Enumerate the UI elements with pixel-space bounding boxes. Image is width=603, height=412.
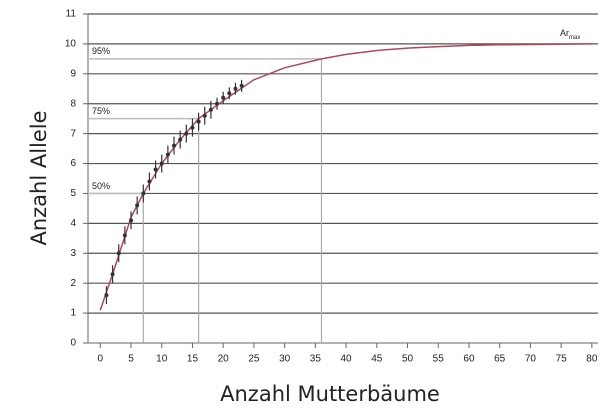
data-point (165, 152, 170, 157)
x-tick-label: 45 (371, 354, 383, 365)
x-tick-label: 50 (402, 354, 414, 365)
y-tick-label: 8 (70, 98, 76, 109)
data-point (172, 143, 177, 148)
fit-curve (99, 43, 592, 311)
data-point (233, 86, 238, 91)
data-point (239, 83, 244, 88)
x-tick-label: 75 (556, 354, 568, 365)
y-tick-label: 6 (70, 158, 76, 169)
x-tick-label: 55 (433, 354, 445, 365)
x-tick-label: 0 (98, 354, 104, 365)
y-tick-label: 0 (70, 338, 76, 349)
data-point (215, 101, 220, 106)
data-point (122, 233, 127, 238)
y-tick-label: 7 (70, 128, 76, 139)
data-point (202, 113, 207, 118)
data-point (178, 137, 183, 142)
x-tick-label: 70 (525, 354, 537, 365)
x-tick-label: 15 (187, 354, 199, 365)
x-tick-label: 10 (156, 354, 168, 365)
x-tick-label: 65 (494, 354, 506, 365)
x-tick-label: 25 (248, 354, 260, 365)
reference-label: 95% (92, 46, 110, 56)
y-axis-label: Anzahl Allele (27, 110, 51, 245)
x-tick-label: 30 (279, 354, 291, 365)
data-point (159, 161, 164, 166)
reference-label: 50% (92, 181, 110, 191)
data-point (190, 125, 195, 130)
y-tick-label: 4 (70, 218, 76, 229)
y-tick-label: 2 (70, 278, 76, 289)
x-axis-label: Anzahl Mutterbäume (220, 382, 440, 406)
y-tick-label: 5 (70, 188, 76, 199)
y-tick-label: 3 (70, 248, 76, 259)
annotation-subscript: max (569, 35, 580, 41)
x-tick-label: 20 (218, 354, 230, 365)
data-point (208, 107, 213, 112)
x-tick-label: 60 (463, 354, 475, 365)
data-point (116, 251, 121, 256)
y-tick-label: 10 (65, 39, 77, 50)
data-point (153, 167, 158, 172)
annotation-text: Ar (560, 28, 569, 38)
reference-label: 75% (92, 106, 110, 116)
y-tick-label: 9 (70, 68, 76, 79)
data-point (147, 179, 152, 184)
x-tick-label: 5 (128, 354, 134, 365)
x-tick-label: 35 (310, 354, 322, 365)
data-point (110, 272, 115, 277)
x-tick-label: 40 (341, 354, 353, 365)
data-point (104, 293, 109, 298)
data-point (141, 191, 146, 196)
y-tick-label: 1 (70, 308, 76, 319)
data-point (227, 91, 232, 96)
data-point (135, 203, 140, 208)
data-point (184, 131, 189, 136)
data-point (196, 119, 201, 124)
y-tick-label: 11 (66, 9, 77, 20)
annotation: Armax (560, 28, 580, 40)
data-point (221, 95, 226, 100)
x-tick-label: 80 (586, 354, 598, 365)
data-point (129, 218, 134, 223)
